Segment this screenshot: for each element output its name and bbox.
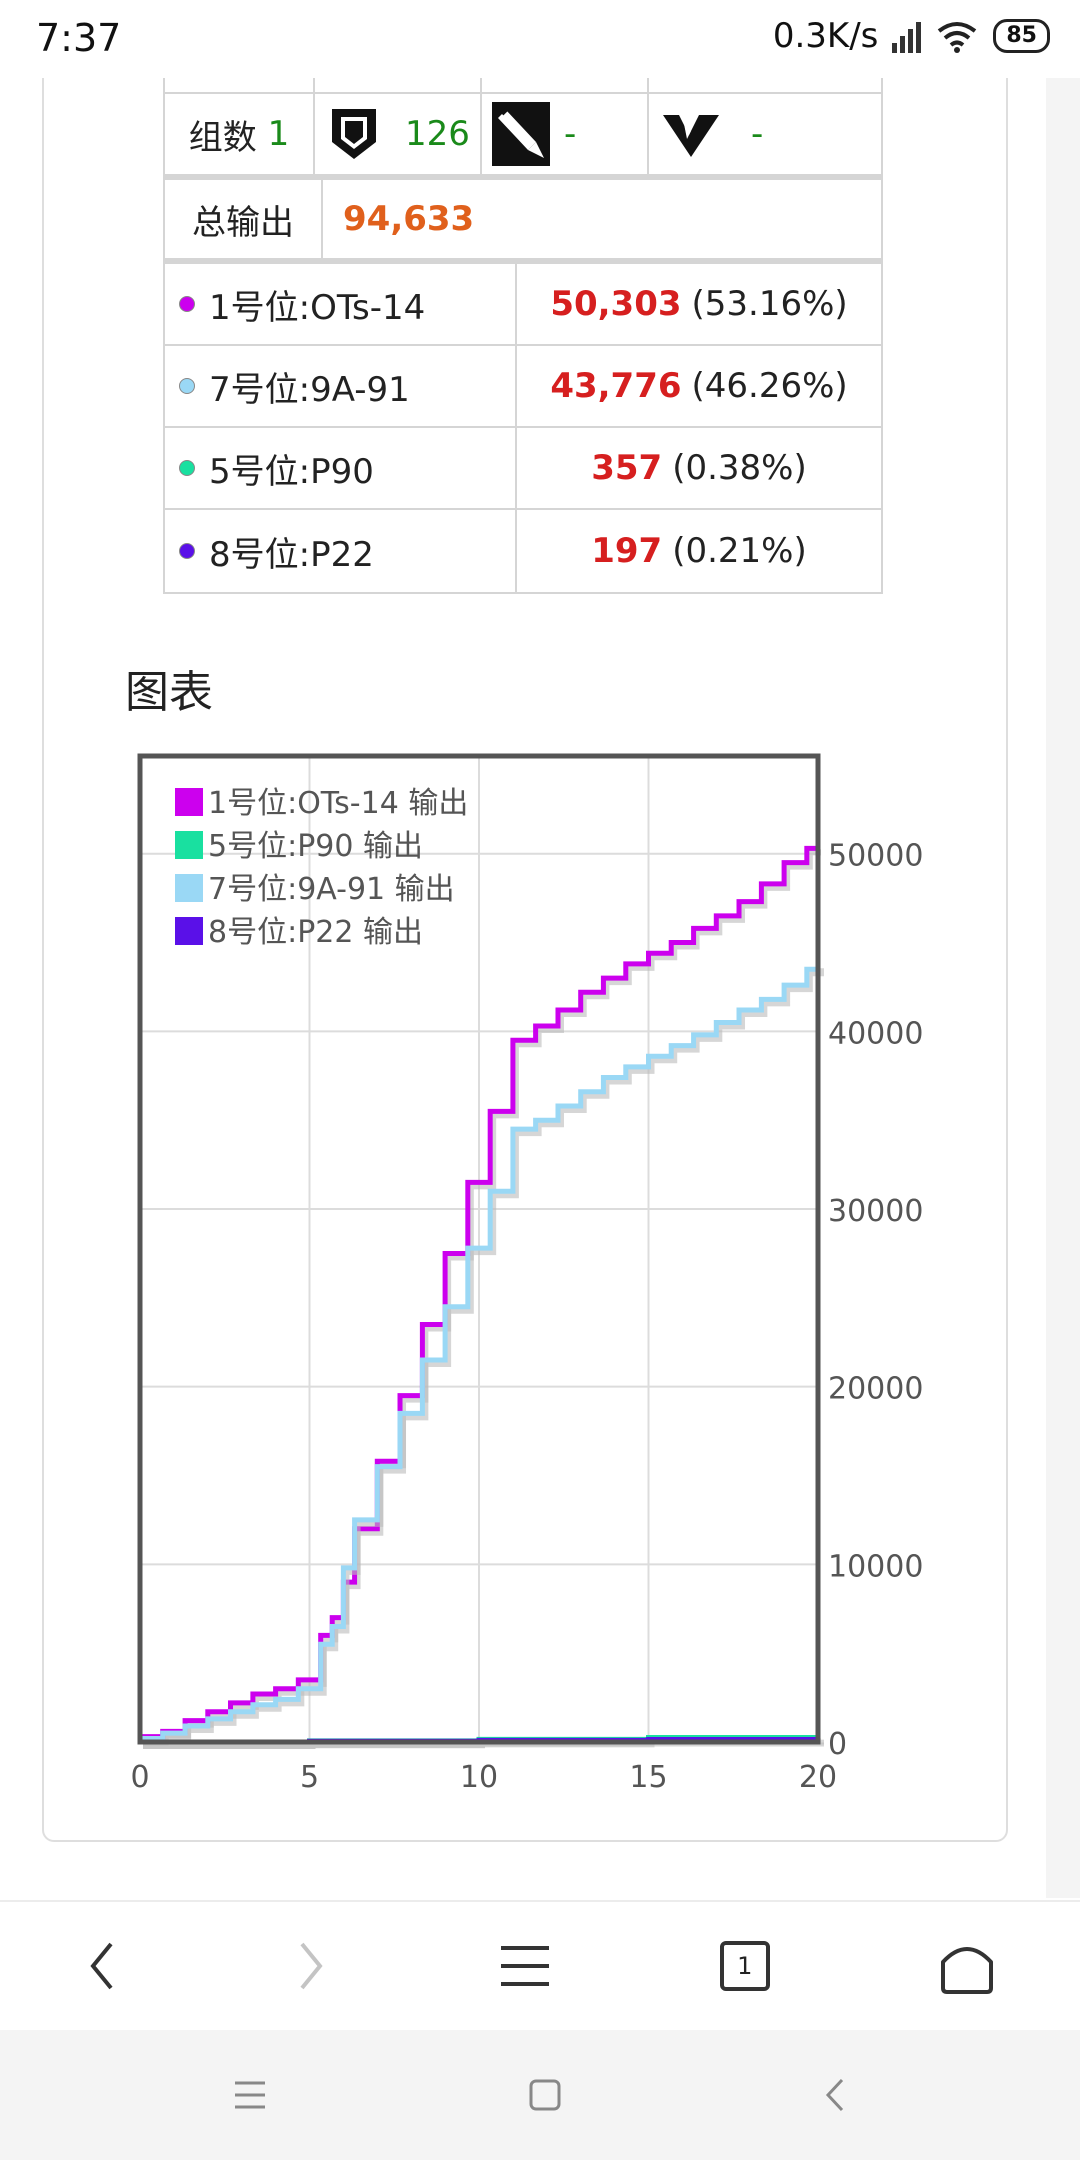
player-name-cell: 1号位:OTs-14	[165, 264, 517, 344]
series-line-2	[140, 964, 821, 1741]
player-pct: (53.16%)	[691, 284, 848, 324]
player-row: 7号位:9A-91 43,776 (46.26%)	[165, 346, 881, 428]
recents-icon[interactable]	[232, 2079, 268, 2111]
legend-swatch	[175, 788, 203, 816]
browser-nav-bar: 1	[0, 1900, 1080, 2030]
status-right: 0.3K/s 85	[773, 16, 1050, 56]
x-tick-label: 10	[460, 1760, 498, 1795]
equip-value-1: 126	[405, 114, 470, 154]
home-icon[interactable]	[937, 1938, 997, 1994]
legend-label: 7号位:9A-91 输出	[208, 872, 455, 907]
player-value: 43,776	[550, 366, 682, 406]
y-tick-label: 30000	[828, 1194, 923, 1229]
equip-value-2: -	[564, 114, 577, 154]
plot-frame	[137, 753, 821, 1745]
series-line-0	[140, 845, 818, 1740]
x-tick-label: 0	[130, 1760, 149, 1795]
y-tick-label: 40000	[828, 1016, 923, 1051]
player-name-cell: 5号位:P90	[165, 428, 517, 508]
legend-swatch	[175, 831, 203, 859]
player-pct: (46.26%)	[691, 366, 848, 406]
system-nav-bar	[0, 2030, 1080, 2160]
player-row: 5号位:P90 357 (0.38%)	[165, 428, 881, 510]
player-value-cell: 357 (0.38%)	[517, 428, 881, 508]
series-shadow	[143, 849, 821, 1744]
forward-icon[interactable]	[290, 1938, 330, 1994]
player-label: 5号位:P90	[209, 451, 374, 492]
player-value-cell: 50,303 (53.16%)	[517, 264, 881, 344]
wifi-icon	[938, 22, 977, 53]
output-chart: 0 5 10 15 20010000200003000040000500001号位:OT…	[130, 753, 923, 1795]
legend-swatch	[175, 917, 203, 945]
legend-label: 1号位:OTs-14 输出	[208, 786, 468, 821]
back-icon[interactable]	[83, 1938, 123, 1994]
system-back-icon[interactable]	[822, 2077, 848, 2113]
series-shadow	[143, 968, 824, 1746]
player-value: 197	[591, 531, 663, 571]
player-color-dot	[179, 543, 195, 559]
player-label: 8号位:P22	[209, 534, 374, 575]
player-color-dot	[179, 460, 195, 476]
player-name-cell: 7号位:9A-91	[165, 346, 517, 426]
player-value-cell: 43,776 (46.26%)	[517, 346, 881, 426]
x-tick-label: 5	[300, 1760, 319, 1795]
total-row: 总输出 94,633	[165, 176, 881, 260]
player-label: 1号位:OTs-14	[209, 287, 426, 328]
legend-swatch	[175, 874, 203, 902]
player-label: 7号位:9A-91	[209, 369, 410, 410]
player-pct: (0.38%)	[672, 448, 807, 488]
player-rows: 1号位:OTs-14 50,303 (53.16%) 7号位:9A-91 43,776(…	[165, 260, 881, 592]
status-bar: 7:37 0.3K/s 85	[0, 0, 1080, 78]
player-pct: (0.21%)	[672, 531, 807, 571]
legend-label: 8号位:P22 输出	[208, 915, 423, 950]
equip-cell-1: 126	[315, 94, 482, 174]
equip-cell-2: -	[482, 94, 649, 174]
player-value: 357	[591, 448, 663, 488]
legend-label: 5号位:P90 输出	[208, 829, 423, 864]
player-color-dot	[179, 296, 195, 312]
player-row: 8号位:P22 197 (0.21%)	[165, 510, 881, 592]
status-time: 7:37	[36, 16, 122, 60]
v-emblem-icon	[663, 115, 719, 157]
player-value: 50,303	[550, 284, 682, 324]
player-value-cell: 197 (0.21%)	[517, 510, 881, 592]
player-name-cell: 8号位:P22	[165, 510, 517, 592]
page-scroll-track[interactable]	[1046, 78, 1080, 1898]
net-speed: 0.3K/s	[772, 16, 879, 56]
battery-indicator: 85	[993, 19, 1050, 53]
group-label: 组数	[188, 117, 257, 158]
group-value: 1	[267, 114, 290, 154]
y-tick-label: 0	[828, 1727, 847, 1762]
tabs-button[interactable]: 1	[719, 1941, 770, 1991]
total-value: 94,633	[343, 199, 475, 239]
y-tick-label: 20000	[828, 1372, 923, 1407]
home-square-icon[interactable]	[528, 2078, 562, 2112]
x-tick-label: 15	[629, 1760, 667, 1795]
x-tick-label: 20	[799, 1760, 837, 1795]
tabs-count: 1	[737, 1952, 753, 1980]
total-label: 总输出	[165, 180, 323, 258]
equip-cell-3: -	[649, 94, 881, 174]
section-title: 图表	[125, 667, 213, 718]
y-tick-label: 10000	[828, 1549, 923, 1584]
signal-icon	[892, 19, 922, 53]
total-value-cell: 94,633	[323, 180, 881, 258]
player-row: 1号位:OTs-14 50,303 (53.16%)	[165, 264, 881, 346]
player-color-dot	[179, 378, 195, 394]
content-card	[42, 60, 1008, 1842]
stats-table: 组数 1 126 - -	[163, 60, 883, 594]
equip-value-3: -	[751, 114, 764, 154]
bullet-icon	[492, 102, 550, 166]
group-cell: 组数 1	[165, 94, 315, 174]
group-row: 组数 1 126 - -	[165, 94, 881, 176]
menu-icon[interactable]	[497, 1942, 553, 1990]
y-tick-label: 50000	[828, 839, 923, 874]
shield-icon	[332, 109, 376, 159]
